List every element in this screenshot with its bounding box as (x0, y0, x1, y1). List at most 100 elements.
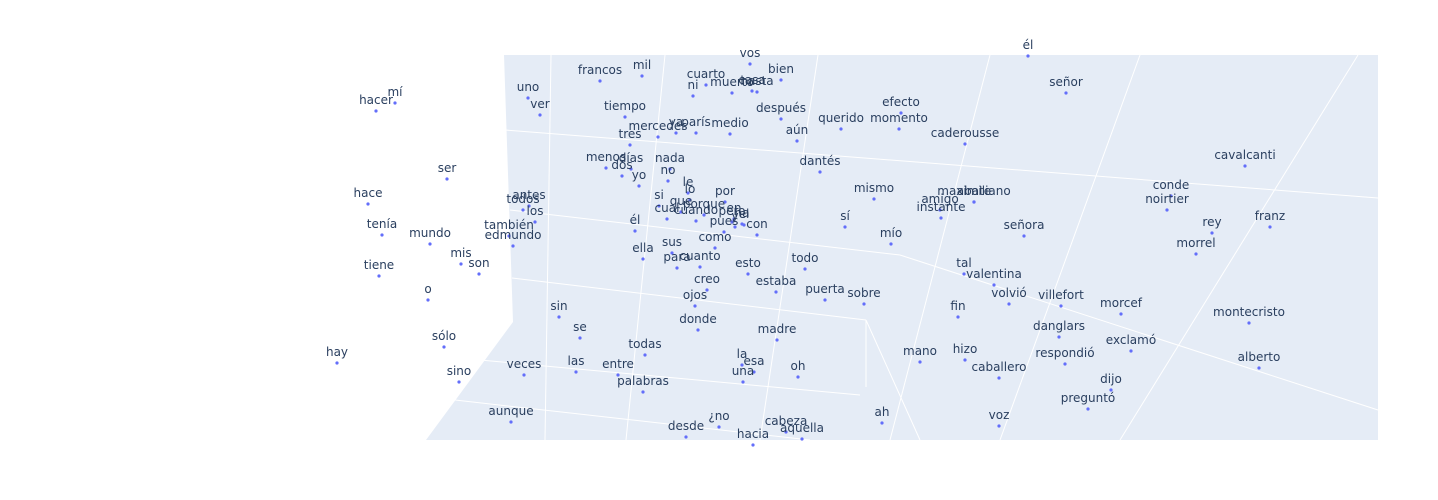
data-point[interactable] (872, 197, 876, 201)
data-point[interactable] (686, 191, 690, 195)
data-point[interactable] (800, 437, 804, 441)
data-point[interactable] (1129, 349, 1133, 353)
data-point[interactable] (963, 142, 967, 146)
data-point[interactable] (705, 288, 709, 292)
data-point[interactable] (1022, 234, 1026, 238)
data-point[interactable] (1210, 231, 1214, 235)
data-point[interactable] (674, 131, 678, 135)
data-point[interactable] (818, 170, 822, 174)
data-point[interactable] (688, 198, 692, 202)
data-point[interactable] (779, 78, 783, 82)
data-point[interactable] (698, 265, 702, 269)
data-point[interactable] (657, 204, 661, 208)
data-point[interactable] (629, 167, 633, 171)
data-point[interactable] (803, 267, 807, 271)
data-point[interactable] (722, 230, 726, 234)
data-point[interactable] (741, 380, 745, 384)
data-point[interactable] (694, 131, 698, 135)
data-point[interactable] (784, 430, 788, 434)
data-point[interactable] (1086, 407, 1090, 411)
data-point[interactable] (670, 251, 674, 255)
data-point[interactable] (640, 74, 644, 78)
data-point[interactable] (713, 246, 717, 250)
data-point[interactable] (641, 257, 645, 261)
data-point[interactable] (823, 298, 827, 302)
data-point[interactable] (992, 283, 996, 287)
data-point[interactable] (477, 272, 481, 276)
data-point[interactable] (574, 370, 578, 374)
data-point[interactable] (374, 109, 378, 113)
data-point[interactable] (795, 139, 799, 143)
data-point[interactable] (1169, 194, 1173, 198)
data-point[interactable] (956, 315, 960, 319)
data-point[interactable] (730, 220, 734, 224)
data-point[interactable] (839, 127, 843, 131)
data-point[interactable] (963, 358, 967, 362)
data-point[interactable] (733, 225, 737, 229)
data-point[interactable] (1165, 208, 1169, 212)
data-point[interactable] (755, 233, 759, 237)
data-point[interactable] (691, 94, 695, 98)
data-point[interactable] (442, 345, 446, 349)
data-point[interactable] (633, 229, 637, 233)
data-point[interactable] (962, 272, 966, 276)
data-point[interactable] (696, 328, 700, 332)
data-point[interactable] (604, 166, 608, 170)
data-point[interactable] (1194, 252, 1198, 256)
data-point[interactable] (694, 219, 698, 223)
data-point[interactable] (1026, 54, 1030, 58)
data-point[interactable] (511, 244, 515, 248)
data-point[interactable] (730, 91, 734, 95)
data-point[interactable] (752, 370, 756, 374)
data-point[interactable] (380, 233, 384, 237)
data-point[interactable] (675, 266, 679, 270)
data-point[interactable] (862, 302, 866, 306)
data-point[interactable] (1063, 362, 1067, 366)
data-point[interactable] (557, 315, 561, 319)
data-point[interactable] (1247, 321, 1251, 325)
data-point[interactable] (728, 132, 732, 136)
data-point[interactable] (1243, 164, 1247, 168)
data-point[interactable] (526, 96, 530, 100)
data-point[interactable] (616, 373, 620, 377)
data-point[interactable] (918, 360, 922, 364)
data-point[interactable] (1059, 304, 1063, 308)
data-point[interactable] (1007, 302, 1011, 306)
data-point[interactable] (538, 113, 542, 117)
data-point[interactable] (578, 336, 582, 340)
data-point[interactable] (522, 373, 526, 377)
data-point[interactable] (997, 376, 1001, 380)
data-point[interactable] (748, 62, 752, 66)
data-point[interactable] (426, 298, 430, 302)
data-point[interactable] (459, 262, 463, 266)
data-point[interactable] (717, 425, 721, 429)
data-point[interactable] (393, 101, 397, 105)
data-point[interactable] (509, 420, 513, 424)
data-point[interactable] (684, 435, 688, 439)
data-point[interactable] (889, 242, 893, 246)
data-point[interactable] (740, 363, 744, 367)
data-point[interactable] (751, 443, 755, 447)
data-point[interactable] (693, 304, 697, 308)
data-point[interactable] (507, 234, 511, 238)
data-point[interactable] (775, 338, 779, 342)
data-point[interactable] (628, 143, 632, 147)
data-point[interactable] (774, 290, 778, 294)
data-point[interactable] (665, 217, 669, 221)
data-point[interactable] (679, 210, 683, 214)
data-point[interactable] (620, 174, 624, 178)
data-point[interactable] (445, 177, 449, 181)
data-point[interactable] (755, 90, 759, 94)
data-point[interactable] (704, 83, 708, 87)
data-point[interactable] (779, 117, 783, 121)
data-point[interactable] (521, 208, 525, 212)
data-point[interactable] (533, 220, 537, 224)
data-point[interactable] (939, 216, 943, 220)
data-point[interactable] (897, 127, 901, 131)
data-point[interactable] (641, 390, 645, 394)
data-point[interactable] (997, 424, 1001, 428)
data-point[interactable] (666, 179, 670, 183)
data-point[interactable] (377, 274, 381, 278)
data-point[interactable] (598, 79, 602, 83)
